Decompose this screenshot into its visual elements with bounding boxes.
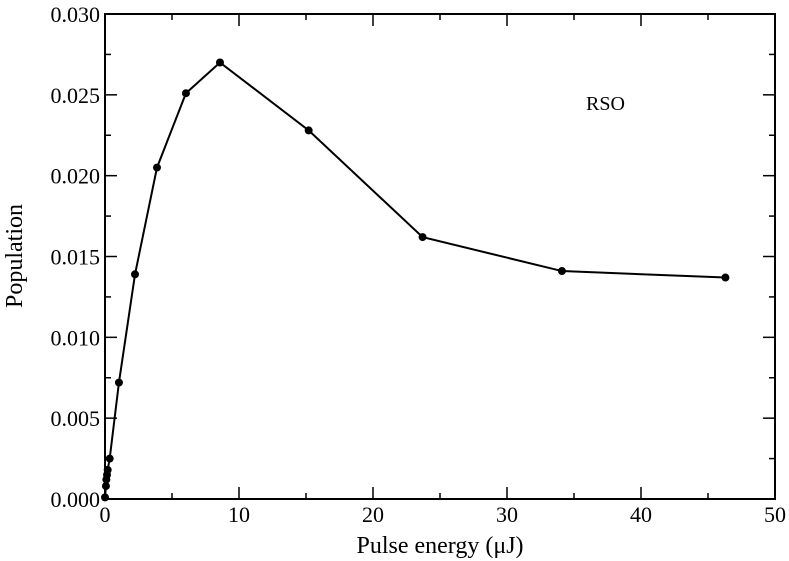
axis-ticks [104,13,776,500]
x-axis-title: Pulse energy (μJ) [356,533,523,559]
data-series [101,58,730,502]
data-point [114,378,123,387]
y-axis-title: Population [2,204,28,308]
data-point [131,270,140,279]
plot-frame [104,13,776,500]
tick-labels: 0 10 20 30 40 50 0.000 0.005 0.010 0.015 0.020 0.02… [51,2,787,527]
y-tick-label: 0.015 [51,245,101,270]
y-tick-label: 0.010 [51,325,101,350]
data-point [557,267,566,276]
x-tick-label: 50 [764,502,786,527]
data-point [181,89,190,98]
x-tick-label: 40 [630,502,652,527]
x-tick-label: 0 [100,502,111,527]
y-tick-label: 0.030 [51,2,101,27]
series-line [104,61,726,498]
data-point [418,233,427,242]
series-annotation: RSO [586,93,625,115]
data-point [215,58,224,67]
data-point [304,126,313,135]
y-tick-label: 0.000 [51,487,101,512]
y-tick-label: 0.020 [51,164,101,189]
data-point [105,454,114,463]
x-tick-label: 10 [228,502,250,527]
x-tick-label: 20 [362,502,384,527]
y-tick-label: 0.005 [51,406,101,431]
data-point [152,163,161,172]
data-point [721,273,730,282]
x-tick-label: 30 [496,502,518,527]
y-tick-label: 0.025 [51,83,101,108]
